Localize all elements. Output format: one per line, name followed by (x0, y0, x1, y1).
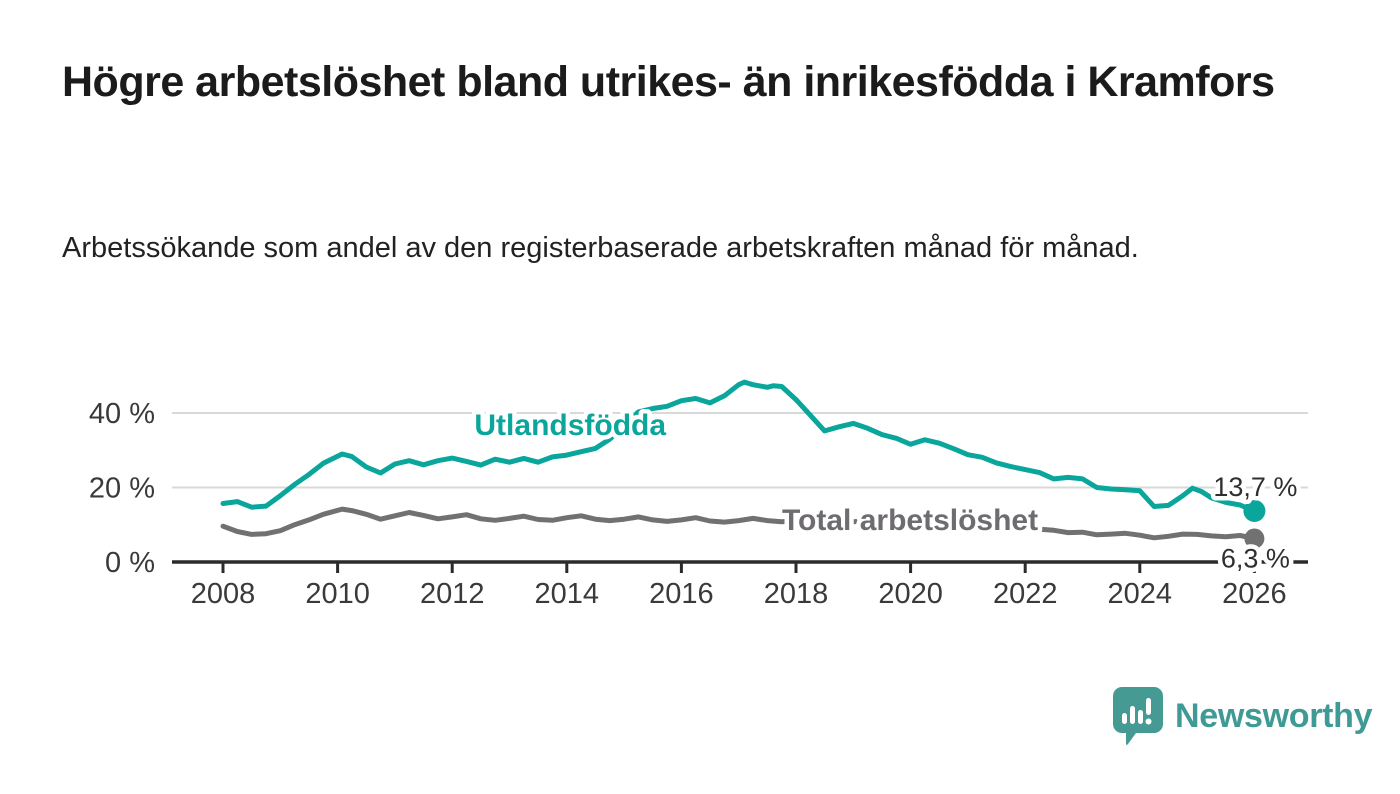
x-axis-tick-label: 2014 (535, 578, 600, 610)
page-title: Högre arbetslöshet bland utrikes- än inr… (62, 58, 1275, 106)
bar-chart-speech-bubble-icon (1113, 687, 1163, 746)
x-axis-tick-label: 2012 (420, 578, 485, 610)
x-axis-tick-label: 2026 (1222, 578, 1287, 610)
end-value-label-utlandsfodda: 13,7 % (1213, 472, 1297, 502)
x-axis-tick-label: 2022 (993, 578, 1058, 610)
y-axis-tick-label: 0 % (105, 547, 155, 579)
series-end-dot-utlandsfodda (1243, 499, 1266, 522)
x-axis-tick-label: 2024 (1108, 578, 1173, 610)
x-axis-tick-label: 2008 (191, 578, 256, 610)
series-line-total (220, 506, 1257, 541)
x-axis-tick-label: 2010 (305, 578, 370, 610)
y-axis-tick-label: 40 % (89, 398, 155, 430)
x-axis-tick-label: 2020 (878, 578, 943, 610)
series-label-total: Total arbetslöshet (782, 504, 1038, 537)
page-subtitle: Arbetssökande som andel av den registerb… (62, 232, 1139, 264)
x-axis-tick-label: 2016 (649, 578, 714, 610)
y-axis-tick-label: 20 % (89, 472, 155, 504)
series-line-utlandsfodda (220, 379, 1257, 514)
series-end-dot-total (1244, 528, 1265, 549)
newsworthy-logo-text: Newsworthy (1175, 696, 1373, 735)
x-axis-tick-label: 2018 (764, 578, 829, 610)
series-label-utlandsfodda: Utlandsfödda (474, 409, 666, 442)
newsworthy-logo: Newsworthy (1112, 686, 1373, 746)
end-value-label-total: 6,3 % (1221, 544, 1290, 574)
